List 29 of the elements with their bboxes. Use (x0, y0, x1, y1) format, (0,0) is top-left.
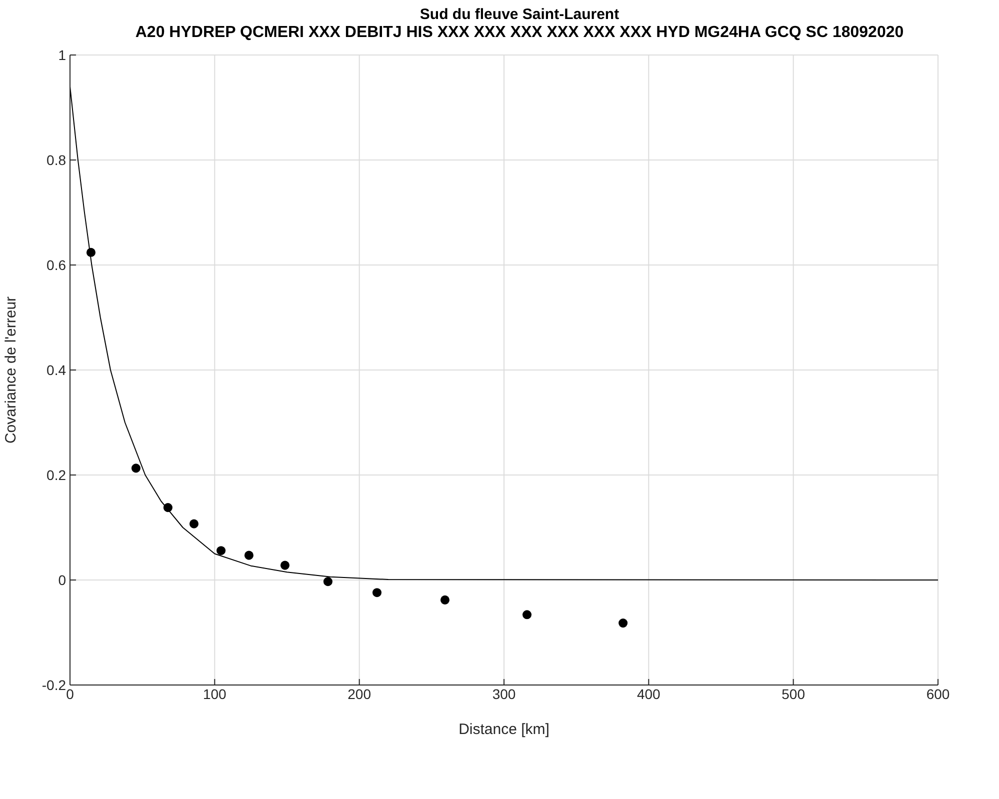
y-tick-label: 0.6 (46, 256, 66, 273)
x-tick-label: 200 (348, 686, 372, 702)
point (86, 248, 96, 257)
point (244, 550, 254, 560)
point (163, 503, 172, 512)
point (618, 618, 628, 628)
y-tick-label: 0.2 (46, 466, 66, 483)
x-tick-label: 500 (782, 686, 806, 702)
x-tick-label: 300 (492, 686, 516, 702)
y-tick-label: 1 (58, 46, 66, 63)
y-tick-label: 0.8 (46, 152, 66, 168)
point (440, 595, 450, 604)
point (216, 546, 226, 556)
y-axis-title: Covariance de l'erreur (2, 296, 20, 444)
chart-title: Sud du fleuve Saint-Laurent (418, 6, 620, 24)
point (323, 577, 332, 586)
point (189, 519, 198, 528)
point (280, 560, 290, 570)
y-tick-label: 0 (58, 572, 66, 588)
y-tick-label: -0.2 (42, 676, 66, 693)
point (131, 464, 140, 473)
x-axis-title: Distance [km] (458, 721, 550, 738)
point (522, 610, 532, 620)
x-tick-label: 100 (202, 686, 227, 702)
point (372, 588, 382, 598)
y-tick-label: 0.4 (46, 362, 66, 378)
x-tick-label: 600 (926, 686, 950, 702)
x-tick-label: 400 (636, 686, 661, 702)
chart-subtitle: A20 HYDREP QCMERI XXX DEBITJ HIS XXX XXX XXX XXX XXX XXX HYD MG24HA GCQ SC 18092020 (134, 24, 905, 42)
